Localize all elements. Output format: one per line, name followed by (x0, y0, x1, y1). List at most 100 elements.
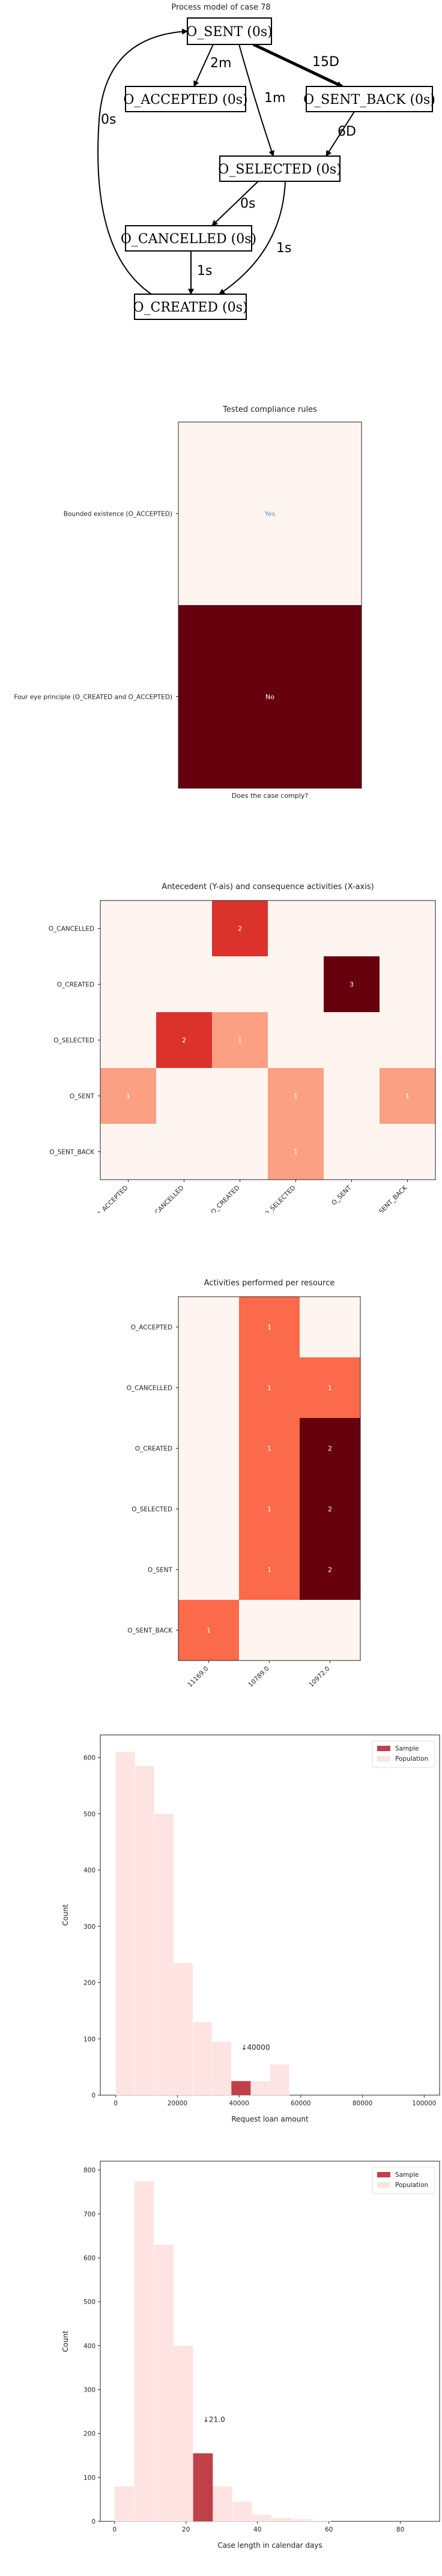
x-tick-label: 20 (182, 2526, 190, 2533)
node-label-cancelled: O_CANCELLED (0s) (121, 232, 256, 247)
histogram-bar-sample (193, 2453, 213, 2521)
edge-label-sent_back-selected: 6D (338, 124, 356, 139)
x-tick-label: O_CREATED (210, 1184, 241, 1213)
heatmap-cell-label: 2 (182, 1037, 186, 1045)
y-tick-label: 300 (83, 2386, 95, 2394)
heatmap-cell (178, 605, 362, 788)
histogram-bar-population (250, 2081, 270, 2096)
heatmap-cell (380, 1012, 435, 1068)
process-model-title: Process model of case 78 (171, 3, 270, 12)
heatmap-cell (239, 1479, 300, 1539)
legend-swatch-sample (377, 2172, 390, 2177)
heatmap-cell-label: 2 (238, 925, 242, 933)
legend-label-population: Population (395, 1755, 428, 1763)
heatmap-cell (268, 1124, 324, 1180)
heatmap-cell (212, 900, 268, 956)
edge-created-sent (97, 28, 188, 295)
heatmap-cell (300, 1479, 360, 1539)
y-tick-label: 100 (83, 2475, 95, 2482)
heatmap-cell (100, 1124, 156, 1180)
heatmap-cell-label: 1 (267, 1324, 271, 1332)
node-label-accepted: O_ACCEPTED (0s) (123, 92, 247, 107)
heatmap-cell-label: 2 (328, 1566, 332, 1574)
heatmap-cell (100, 956, 156, 1012)
heatmap-cell-label: Yes (264, 510, 276, 518)
histogram-bar-population (153, 2244, 174, 2522)
heatmap-cell (268, 1068, 324, 1124)
heatmap-cell (100, 1012, 156, 1068)
x-tick-label: 10789.0 (247, 1665, 270, 1689)
x-tick-label: 0 (112, 2526, 117, 2533)
x-tick-label: 40 (253, 2526, 261, 2533)
heatmap-cell (178, 1539, 239, 1600)
loan-amount-histogram: 0 20000 40000 60000 80000 100000 0 100 200 300 400… (61, 1734, 440, 2123)
activities-per-resource-figure: Activities performed per resource 1 1 1 1 2 1 2… (0, 1273, 442, 1693)
edge-label-sent-sent_back: 15D (312, 55, 339, 70)
heatmap-cell-label: 1 (405, 1093, 410, 1100)
heatmap-cell-label: 2 (328, 1506, 332, 1513)
histogram-bar-population (114, 2486, 135, 2522)
heatmap-cell-label: 1 (126, 1093, 130, 1100)
y-tick-label: 600 (83, 2255, 95, 2262)
heatmap-cell (268, 900, 324, 956)
heatmap-cell (268, 956, 324, 1012)
heatmap-cell (324, 1068, 380, 1124)
heatmap-cell (324, 956, 380, 1012)
heatmap-cell (239, 1297, 300, 1357)
heatmap-cell (380, 900, 435, 956)
heatmap-cell (100, 900, 156, 956)
heatmap-cell-label: No (265, 693, 274, 701)
y-tick-label: Bounded existence (O_ACCEPTED) (64, 511, 172, 518)
edge-sent-sent_back (252, 43, 344, 88)
node-label-sent: O_SENT (0s) (186, 25, 273, 40)
y-tick-label: 0 (91, 2518, 95, 2526)
y-tick-label: 200 (83, 2431, 95, 2438)
heatmap-cell (178, 422, 362, 605)
heatmap-cell (324, 1124, 380, 1180)
histogram-bar-population (271, 2517, 292, 2522)
y-tick-label: O_SENT (148, 1567, 173, 1574)
heatmap-cell (178, 1297, 239, 1357)
edge-selected-created (219, 181, 286, 295)
y-tick-label: O_SENT_BACK (127, 1627, 173, 1635)
y-tick-label: O_CREATED (135, 1446, 172, 1453)
heatmap-cell (268, 1012, 324, 1068)
heatmap-cell (380, 956, 435, 1012)
x-tick-label: 40000 (229, 2100, 249, 2107)
heatmap-cell-label: 1 (328, 1384, 332, 1392)
edge-label-selected-created: 1s (276, 241, 291, 256)
heatmap-cell (300, 1297, 360, 1357)
edge-label-sent-selected: 1m (264, 91, 285, 106)
x-tick-label: 0 (114, 2100, 118, 2107)
heatmap-cell (239, 1418, 300, 1479)
edge-sent-selected (238, 44, 274, 157)
x-tick-label: 100000 (412, 2100, 436, 2107)
heatmap-cell (239, 1600, 300, 1661)
heatmap-cell (178, 1357, 239, 1418)
antecedent-consequence-heatmap: Antecedent (Y-ais) and consequence activ… (49, 882, 436, 1213)
y-tick-label: 500 (83, 1811, 95, 1818)
histogram-bar-sample (231, 2081, 251, 2095)
node-box-created (134, 294, 247, 320)
histogram-bar-population (173, 1962, 193, 2096)
edge-sent-accepted (193, 44, 214, 87)
heatmap-cell-label: 1 (267, 1445, 271, 1453)
heatmap-cell (156, 1124, 212, 1180)
sample-annotation: ↓21.0 (203, 2416, 225, 2424)
x-axis-label: Does the case comply? (232, 792, 309, 800)
y-tick-label: 500 (83, 2299, 95, 2306)
heatmap-cell (300, 1357, 360, 1418)
x-tick-label: O_SELECTED (263, 1184, 297, 1213)
histogram-bar-population (291, 2519, 312, 2522)
x-tick-label: 80000 (353, 2100, 372, 2107)
edge-selected-cancelled (211, 181, 259, 226)
loan-amount-figure: 0 20000 40000 60000 80000 100000 0 100 200 300 400… (0, 1729, 442, 2149)
edge-label-created-sent: 0s (101, 112, 116, 127)
y-tick-label: O_ACCEPTED (131, 1324, 172, 1332)
histogram-bar-population (232, 2501, 253, 2522)
heatmap-title: Activities performed per resource (204, 1279, 335, 1288)
x-tick-label: 10972.0 (307, 1665, 331, 1689)
y-tick-label: 600 (83, 1755, 95, 1762)
process-model-graph: Process model of case 78 2m 15D 1m 6D 0s 1s 1s 0… (97, 3, 435, 320)
x-tick-label: 20000 (168, 2100, 187, 2107)
